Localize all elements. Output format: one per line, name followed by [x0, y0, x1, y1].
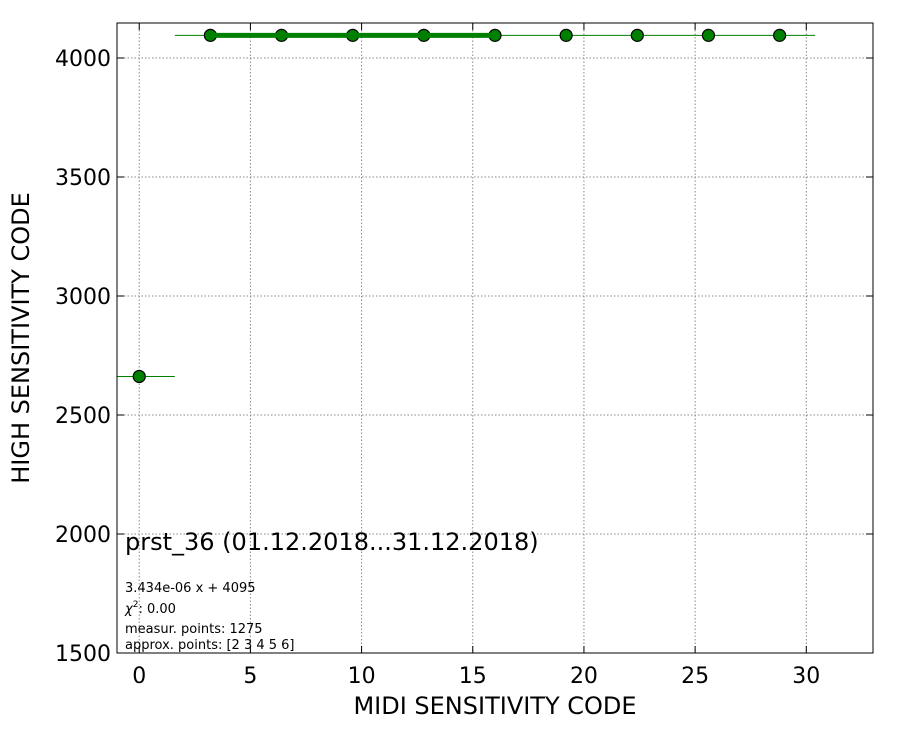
x-tick-label: 30 — [792, 664, 820, 689]
data-point — [630, 28, 644, 42]
y-axis-label: HIGH SENSITIVITY CODE — [7, 192, 35, 484]
chi-symbol: χ — [124, 602, 134, 617]
annotation-chi2: χ2: 0.00 — [124, 600, 176, 617]
x-tick-label: 0 — [132, 664, 146, 689]
data-point — [132, 369, 146, 384]
y-tick-label: 2000 — [55, 523, 111, 548]
data-point — [773, 28, 787, 42]
annotation-title: prst_36 (01.12.2018...31.12.2018) — [125, 528, 539, 556]
plot-frame — [116, 22, 874, 654]
x-tick-label: 10 — [348, 664, 376, 689]
annotation-measured: measur. points: 1275 — [125, 622, 263, 637]
chi-sup: 2 — [133, 600, 139, 610]
data-point — [701, 28, 716, 42]
data-point — [559, 28, 573, 42]
y-tick-label: 4000 — [55, 47, 111, 72]
annotation-fit: 3.434e-06 x + 4095 — [125, 581, 256, 596]
x-tick-label: 15 — [459, 664, 487, 689]
x-tick-label: 25 — [681, 664, 709, 689]
x-tick-label: 20 — [570, 664, 598, 689]
y-tick-label: 3000 — [55, 285, 111, 310]
y-tick-label: 1500 — [55, 642, 111, 667]
annotation-approx: approx. points: [2 3 4 5 6] — [125, 638, 295, 653]
y-tick-label: 2500 — [55, 404, 111, 429]
plot-area — [117, 28, 816, 384]
y-tick-label: 3500 — [55, 166, 111, 191]
x-axis-label: MIDI SENSITIVITY CODE — [353, 692, 636, 720]
chi-text: : 0.00 — [138, 602, 175, 617]
x-tick-label: 5 — [243, 664, 257, 689]
